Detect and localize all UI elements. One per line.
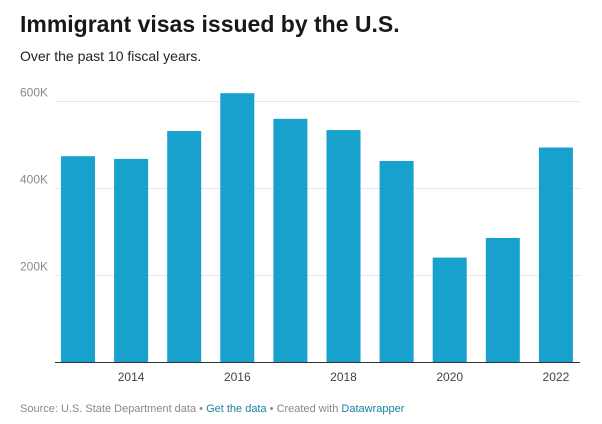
y-tick-label: 400K: [20, 173, 48, 187]
chart-title: Immigrant visas issued by the U.S.: [20, 11, 400, 37]
y-tick-label: 600K: [20, 86, 48, 100]
datawrapper-link[interactable]: Datawrapper: [341, 403, 405, 415]
x-tick-label: 2018: [330, 370, 357, 384]
x-tick-label: 2014: [118, 370, 145, 384]
get-the-data-link[interactable]: Get the data: [206, 403, 267, 415]
y-tick-label: 200K: [20, 260, 48, 274]
x-tick-label: 2016: [224, 370, 251, 384]
x-axis-tick-labels: 2014 2016 2018 2020 2022: [118, 370, 570, 384]
bar-2022: [538, 147, 573, 362]
created-with-text: • Created with: [266, 403, 342, 415]
bar-2020: [432, 257, 467, 362]
bars: [61, 93, 573, 362]
bar-2018: [326, 130, 361, 362]
chart-footer: Source: U.S. State Department data • Get…: [20, 402, 404, 416]
separator: •: [196, 403, 207, 415]
bar-2014: [114, 158, 149, 362]
y-axis-tick-labels: 200K 400K 600K: [20, 86, 48, 274]
chart-subtitle: Over the past 10 fiscal years.: [20, 48, 202, 64]
bar-2013: [61, 156, 95, 362]
bar-2017: [273, 118, 308, 362]
bar-chart: 200K 400K 600K 2014 2016 2018 2020 2022: [20, 86, 580, 384]
x-tick-label: 2020: [436, 370, 463, 384]
bar-2016: [220, 93, 255, 362]
x-tick-label: 2022: [543, 370, 570, 384]
source-text: Source: U.S. State Department data: [20, 403, 197, 415]
bar-2015: [167, 131, 202, 362]
bar-2019: [379, 161, 414, 362]
bar-2021: [485, 238, 520, 362]
